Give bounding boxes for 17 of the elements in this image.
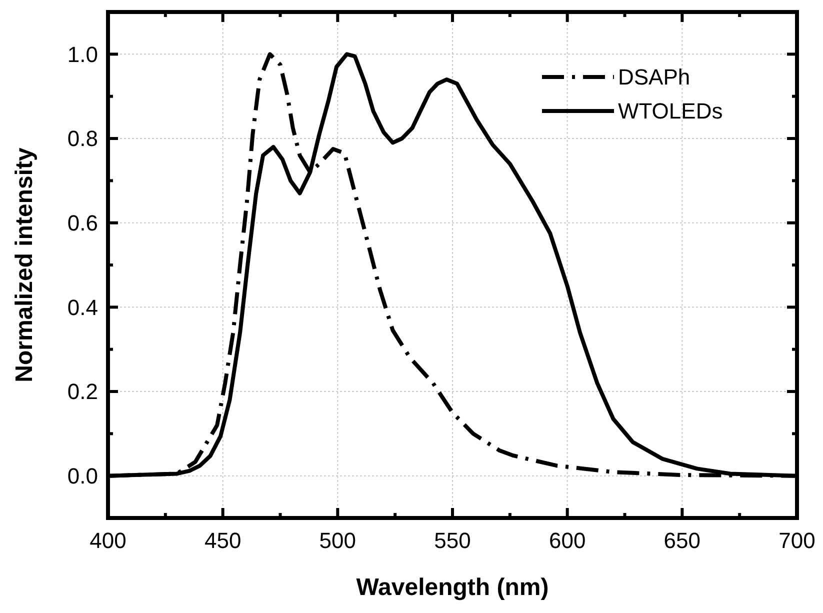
x-tick-label: 650	[664, 528, 701, 553]
y-tick-label: 0.4	[67, 294, 98, 320]
legend-label: WTOLEDs	[618, 98, 723, 124]
x-tick-label: 500	[319, 528, 356, 553]
x-tick-label: 700	[778, 528, 816, 553]
x-axis-title: Wavelength (nm)	[356, 574, 549, 601]
x-tick-label: 600	[548, 528, 586, 553]
x-tick-label: 400	[90, 528, 126, 553]
y-axis-title: Normalized intensity	[11, 146, 38, 382]
x-tick-label: 550	[434, 528, 471, 553]
y-tick-label: 0.8	[67, 126, 98, 152]
y-tick-label: 0.6	[67, 210, 98, 236]
y-tick-label: 1.0	[67, 42, 98, 67]
y-tick-label: 0.0	[67, 464, 98, 489]
x-tick-label: 450	[204, 528, 242, 553]
legend-label: DSAPh	[618, 64, 690, 90]
y-tick-label: 0.2	[67, 379, 98, 404]
